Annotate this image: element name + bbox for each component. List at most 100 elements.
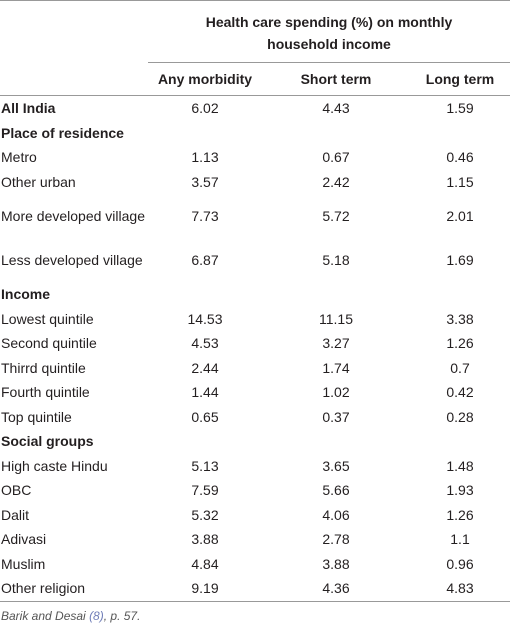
table-row: Other urban 3.57 2.42 1.15 (0, 170, 510, 195)
cell-value: 5.13 (191, 457, 219, 474)
row-label: Lowest quintile (1, 310, 94, 327)
cell-value: 2.01 (446, 208, 474, 224)
cell-value: 5.32 (191, 506, 219, 523)
cell-value: 3.57 (191, 173, 219, 190)
cell-value: 0.65 (191, 408, 219, 425)
cell-value: 9.19 (148, 576, 262, 602)
table-row: All India 6.02 4.43 1.59 (0, 96, 510, 121)
row-label: Dalit (1, 506, 30, 523)
cell-value: 0.28 (446, 408, 474, 425)
row-label: Fourth quintile (1, 384, 90, 401)
cell-value: 11.15 (319, 310, 353, 327)
cell-value: 3.65 (322, 457, 350, 474)
row-label: Adivasi (1, 531, 47, 548)
cell-value: 0.7 (450, 359, 470, 376)
table-row: Income (0, 282, 510, 307)
row-label: Second quintile (1, 335, 97, 352)
row-label: Thirrd quintile (1, 359, 86, 376)
table-row: Adivasi 3.88 2.78 1.1 (0, 527, 510, 552)
table-title: Health care spending (%) on monthly hous… (148, 0, 510, 63)
cell-value: 1.26 (446, 506, 474, 523)
row-label: Other religion (0, 576, 148, 602)
cell-value: 2.78 (322, 531, 350, 548)
cell-value: 5.72 (322, 208, 350, 224)
column-header: Long term (410, 62, 510, 96)
cell-value: 4.83 (410, 576, 510, 602)
cell-value: 2.44 (191, 359, 219, 376)
cell-value: 1.26 (446, 335, 474, 352)
footnote-ref: (8) (89, 608, 104, 623)
row-label: High caste Hindu (1, 457, 108, 474)
cell-value: 6.87 (191, 252, 219, 268)
cell-value: 7.59 (191, 482, 219, 499)
cell-value: 1.44 (191, 384, 219, 401)
cell-value: 2.42 (322, 173, 350, 190)
empty-cell (148, 282, 510, 307)
row-heading: Social groups (1, 433, 94, 450)
cell-value: 3.27 (322, 335, 350, 352)
table-row: Lowest quintile 14.53 11.15 3.38 (0, 307, 510, 332)
cell-value: 4.53 (191, 335, 219, 352)
column-header: Any morbidity (148, 62, 262, 96)
table-row: Top quintile 0.65 0.37 0.28 (0, 405, 510, 430)
table-row: Fourth quintile 1.44 1.02 0.42 (0, 380, 510, 405)
cell-value: 0.37 (322, 408, 350, 425)
table-row: Second quintile 4.53 3.27 1.26 (0, 331, 510, 356)
empty-cell (148, 429, 510, 454)
cell-value: 7.73 (191, 208, 219, 224)
cell-value: 3.88 (322, 555, 350, 572)
row-label: Other urban (1, 173, 76, 190)
cell-value: 14.53 (187, 310, 223, 327)
row-label: Metro (1, 149, 37, 166)
cell-value: 1.59 (446, 100, 474, 117)
cell-value: 6.02 (191, 100, 219, 117)
table-row: Dalit 5.32 4.06 1.26 (0, 503, 510, 528)
cell-value: 4.43 (322, 100, 350, 117)
table-row: Muslim 4.84 3.88 0.96 (0, 552, 510, 577)
footnote-text: , p. 57. (103, 608, 141, 623)
row-label: Muslim (1, 555, 46, 572)
table: Health care spending (%) on monthly hous… (0, 0, 510, 602)
cell-value: 0.67 (322, 149, 350, 166)
cell-value: 0.96 (446, 555, 474, 572)
cell-value: 1.02 (322, 384, 350, 401)
title-text: Health care spending (%) on monthly hous… (205, 13, 453, 52)
table-row: Metro 1.13 0.67 0.46 (0, 145, 510, 170)
row-label: Less developed village (1, 252, 143, 268)
cell-value: 3.88 (191, 531, 219, 548)
table-row: More developed village 7.73 5.72 2.01 (0, 194, 510, 238)
cell-value: 1.93 (446, 482, 474, 499)
table-row: Social groups (0, 429, 510, 454)
cell-value: 3.38 (446, 310, 474, 327)
table-row: Place of residence (0, 121, 510, 146)
empty-cell (148, 121, 510, 146)
row-label: More developed village (1, 208, 145, 224)
cell-value: 5.66 (322, 482, 350, 499)
row-heading: Place of residence (1, 124, 124, 141)
cell-value: 4.36 (262, 576, 410, 602)
table-row: High caste Hindu 5.13 3.65 1.48 (0, 454, 510, 479)
cell-value: 0.46 (446, 149, 474, 166)
cell-value: 1.1 (450, 531, 470, 548)
cell-value: 1.69 (446, 252, 474, 268)
cell-value: 1.48 (446, 457, 474, 474)
row-label: OBC (1, 482, 32, 499)
cell-value: 1.13 (191, 149, 219, 166)
row-heading: All India (1, 100, 56, 117)
table-row: OBC 7.59 5.66 1.93 (0, 478, 510, 503)
footnote-text: Barik and Desai (1, 608, 86, 623)
cell-value: 1.15 (446, 173, 474, 190)
cell-value: 4.84 (191, 555, 219, 572)
table-row: Thirrd quintile 2.44 1.74 0.7 (0, 356, 510, 381)
cell-value: 4.06 (322, 506, 350, 523)
footnote: Barik and Desai (8), p. 57. (0, 609, 510, 623)
cell-value: 0.42 (446, 384, 474, 401)
cell-value: 1.74 (322, 359, 350, 376)
table-row: Other religion 9.19 4.36 4.83 (0, 576, 510, 602)
row-heading: Income (1, 286, 51, 303)
table-row: Less developed village 6.87 5.18 1.69 (0, 238, 510, 282)
row-label: Top quintile (1, 408, 72, 425)
column-header: Short term (262, 62, 410, 96)
cell-value: 5.18 (322, 252, 350, 268)
